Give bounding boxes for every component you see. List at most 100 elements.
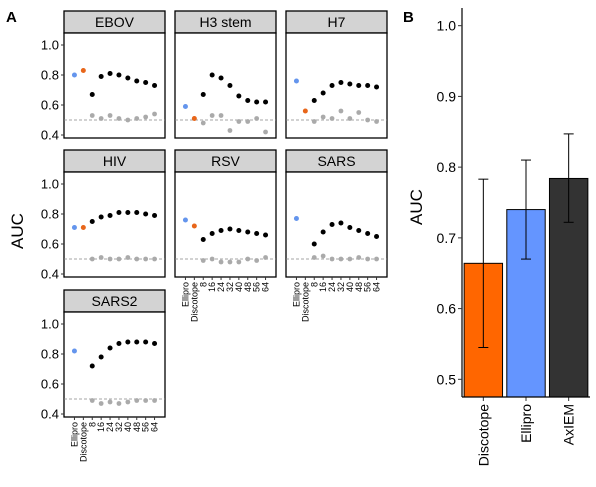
y-tick-label: 0.8 (437, 159, 457, 175)
baseline-point (347, 256, 353, 262)
axiem-point (107, 71, 113, 76)
axiem-point (200, 237, 206, 242)
axiem-point (338, 220, 344, 226)
facet-title: H3 stem (199, 14, 251, 30)
baseline-point (116, 401, 122, 406)
y-axis-title-a: AUC (8, 213, 27, 249)
x-tick-label: 64 (372, 282, 382, 292)
baseline-point (89, 113, 95, 118)
ellipro-point (293, 216, 299, 221)
baseline-point (98, 116, 104, 121)
axiem-point (152, 341, 158, 346)
discotope-point (80, 225, 86, 230)
baseline-point (311, 119, 317, 124)
baseline-point (320, 114, 326, 120)
x-tick-label: 40 (234, 282, 244, 292)
axiem-point (245, 229, 251, 235)
x-tick-label: 8 (87, 422, 97, 427)
baseline-point (143, 398, 149, 403)
y-tick-label: 0.6 (41, 98, 59, 113)
bar-chart-panel-b: Discotope Ellipro AxIEM 0.5 0.6 0.7 0.8 0.9 1.0 A… (407, 8, 590, 466)
baseline-point (134, 256, 140, 262)
axiem-point (134, 78, 140, 84)
y-tick-label: 0.8 (41, 68, 59, 83)
discotope-point (302, 108, 308, 114)
axiem-point (116, 72, 122, 78)
baseline-point (98, 255, 104, 260)
y-tick-label: 0.4 (41, 267, 59, 282)
ellipro-point (182, 217, 188, 223)
baseline-point (125, 255, 131, 260)
x-tick-label: 16 (207, 282, 217, 292)
baseline-point (254, 258, 260, 263)
y-tick-label: 1.0 (41, 177, 59, 192)
baseline-point (209, 256, 215, 262)
axiem-point (263, 232, 269, 238)
facet-panel (285, 171, 388, 278)
axiem-point (143, 80, 149, 85)
baseline-point (245, 119, 251, 124)
baseline-point (218, 113, 224, 118)
x-tick-label: 40 (345, 282, 355, 292)
facet-panel (285, 32, 388, 139)
baseline-point (236, 119, 242, 124)
axiem-point (245, 98, 251, 103)
axiem-point (356, 83, 362, 88)
facet-panel (63, 32, 166, 139)
x-tick-label: Discotope (189, 282, 199, 322)
axiem-point (143, 339, 149, 345)
y-tick-label: 0.4 (41, 128, 59, 143)
axiem-point (98, 354, 104, 360)
baseline-point (263, 129, 268, 135)
baseline-point (116, 256, 122, 262)
x-tick-label: Ellipro (69, 422, 79, 447)
x-tick-label: Discotope (300, 282, 310, 322)
panel-label-a: A (6, 9, 17, 26)
discotope-point (191, 116, 197, 121)
axiem-point (107, 345, 113, 351)
y-tick-label: 0.6 (437, 301, 457, 317)
axiem-point (89, 363, 95, 369)
x-tick-label: Discotope (475, 404, 491, 466)
baseline-point (143, 256, 149, 262)
x-tick-label: 56 (363, 282, 373, 292)
ellipro-point (71, 72, 77, 78)
axiem-point (311, 241, 317, 247)
x-tick-label: 24 (216, 282, 226, 292)
baseline-point (365, 117, 371, 123)
baseline-point (209, 113, 215, 118)
axiem-point (365, 83, 371, 88)
baseline-point (356, 110, 362, 115)
axiem-point (134, 339, 140, 345)
x-tick-label: AxIEM (561, 404, 577, 445)
baseline-point (338, 256, 344, 262)
axiem-point (365, 231, 371, 236)
baseline-point (107, 113, 113, 118)
y-tick-label: 0.6 (41, 237, 59, 252)
axiem-point (218, 75, 224, 81)
axiem-point (152, 83, 158, 88)
axiem-point (98, 74, 104, 79)
baseline-point (356, 255, 362, 260)
axiem-point (329, 222, 335, 227)
x-tick-label: 64 (261, 282, 271, 292)
baseline-point (374, 119, 379, 124)
ellipro-point (293, 78, 299, 84)
x-tick-label: 24 (105, 422, 115, 432)
discotope-point (80, 68, 86, 73)
ellipro-point (182, 104, 188, 109)
baseline-point (200, 120, 206, 126)
x-tick-label: Ellipro (291, 282, 301, 307)
x-tick-label: 48 (243, 282, 253, 292)
axiem-point (134, 210, 140, 215)
axiem-point (329, 83, 335, 88)
baseline-point (125, 117, 131, 123)
facet-panel (174, 171, 277, 278)
baseline-point (89, 398, 95, 403)
facet-title: SARS (317, 153, 355, 169)
baseline-point (254, 116, 260, 121)
axiem-point (125, 75, 131, 81)
axiem-point (374, 234, 380, 239)
facet-title: RSV (211, 153, 240, 169)
axiem-point (125, 339, 131, 345)
